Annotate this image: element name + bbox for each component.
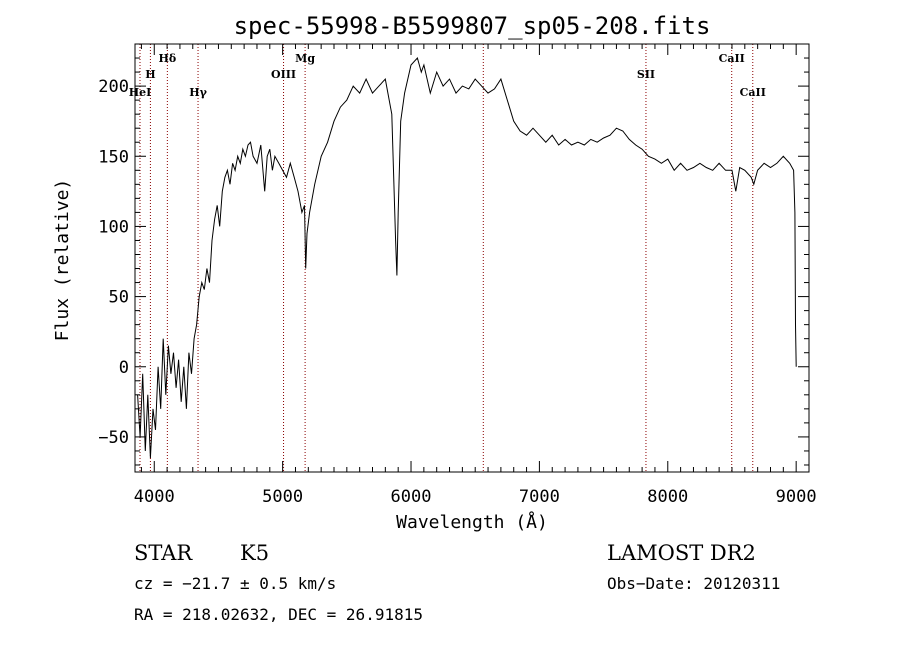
sky-coordinates: RA = 218.02632, DEC = 26.91815 (134, 605, 423, 624)
x-axis-label: Wavelength (Å) (396, 511, 548, 533)
axis-ticks: 4000 5000 6000 7000 8000 9000 −50 0 50 100 150 200 (98, 43, 817, 507)
spectral-line-label: HeI (129, 86, 152, 99)
x-tick-label: 4000 (134, 487, 175, 507)
x-tick-label: 8000 (647, 487, 688, 507)
line-labels: HeI HHδ Hγ OIII Mg SII CaII CaII (129, 52, 766, 99)
y-tick-label: 0 (119, 358, 129, 378)
object-type: STAR (134, 541, 193, 565)
spectral-line-label: OIII (271, 68, 296, 81)
spectral-line-label: SII (637, 68, 655, 81)
survey-name: LAMOST DR2 (607, 541, 756, 565)
plot-frame (134, 43, 810, 473)
emission-lines (139, 44, 754, 472)
spectral-line-label: Hγ (189, 86, 207, 99)
y-tick-label: 100 (98, 217, 129, 237)
y-tick-label: 200 (98, 77, 129, 97)
x-tick-label: 5000 (262, 487, 303, 507)
spectral-line-label: CaII (719, 52, 745, 65)
object-subclass: K5 (240, 541, 269, 565)
radial-velocity: cz = −21.7 ± 0.5 km/s (134, 574, 336, 593)
x-tick-label: 7000 (519, 487, 560, 507)
x-tick-label: 6000 (391, 487, 432, 507)
y-axis-label: Flux (relative) (52, 179, 73, 342)
spectral-line-label: H (145, 68, 155, 81)
observation-date: Obs−Date: 20120311 (607, 574, 780, 593)
spectral-line-label: Mg (295, 52, 315, 65)
x-tick-label: 9000 (776, 487, 817, 507)
y-tick-label: 50 (109, 288, 129, 308)
spectral-line-label: Hδ (158, 52, 176, 65)
y-tick-label: 150 (98, 147, 129, 167)
chart-title: spec-55998-B5599807_sp05-208.fits (234, 12, 711, 40)
spectral-line-label: CaII (740, 86, 766, 99)
y-tick-label: −50 (98, 428, 129, 448)
spectrum-series-line (137, 56, 797, 459)
